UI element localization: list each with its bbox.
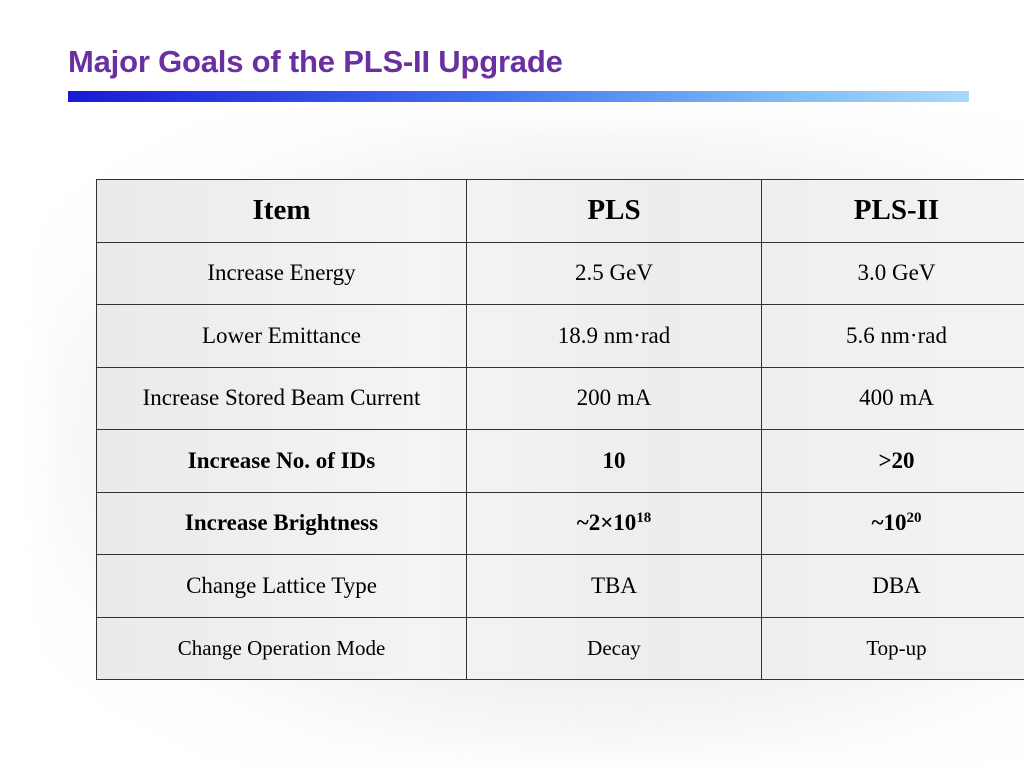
row-pls2-value: >20 xyxy=(761,429,1024,493)
table-header-row: Item PLS PLS-II xyxy=(96,179,1024,243)
row-item: Change Operation Mode xyxy=(96,616,467,680)
table-row: Increase Brightness ~2×1018 ~1020 xyxy=(96,491,1024,555)
row-pls2-value: 400 mA xyxy=(761,366,1024,430)
row-pls2-value: DBA xyxy=(761,554,1024,618)
table-row: Increase Stored Beam Current 200 mA 400 … xyxy=(96,366,1024,430)
pls-brightness-exponent: 18 xyxy=(636,510,652,527)
header-item: Item xyxy=(96,179,467,243)
table-row: Increase Energy 2.5 GeV 3.0 GeV xyxy=(96,241,1024,305)
row-item: Increase Stored Beam Current xyxy=(96,366,467,430)
table-row: Change Lattice Type TBA DBA xyxy=(96,554,1024,618)
row-item: Change Lattice Type xyxy=(96,554,467,618)
pls2-brightness-base: ~10 xyxy=(871,510,907,536)
header-pls2: PLS-II xyxy=(761,179,1024,243)
row-pls-value: 2.5 GeV xyxy=(466,241,762,305)
title-underline-bar xyxy=(68,91,969,102)
row-item: Increase Energy xyxy=(96,241,467,305)
pls-brightness-base: ~2×10 xyxy=(576,510,637,536)
table-row: Lower Emittance 18.9 nm·rad 5.6 nm·rad xyxy=(96,304,1024,368)
row-pls2-value: Top-up xyxy=(761,616,1024,680)
row-item: Increase Brightness xyxy=(96,491,467,555)
table-row: Increase No. of IDs 10 >20 xyxy=(96,429,1024,493)
row-pls-value: TBA xyxy=(466,554,762,618)
goals-table: Item PLS PLS-II Increase Energy 2.5 GeV … xyxy=(96,179,1024,680)
slide-title: Major Goals of the PLS-II Upgrade xyxy=(68,44,563,79)
header-pls: PLS xyxy=(466,179,762,243)
row-pls-value: 18.9 nm·rad xyxy=(466,304,762,368)
row-pls-value: 200 mA xyxy=(466,366,762,430)
pls2-brightness-exponent: 20 xyxy=(906,510,922,527)
row-item: Lower Emittance xyxy=(96,304,467,368)
table-row: Change Operation Mode Decay Top-up xyxy=(96,616,1024,680)
row-pls-value: Decay xyxy=(466,616,762,680)
row-pls-value: 10 xyxy=(466,429,762,493)
row-pls2-value: 5.6 nm·rad xyxy=(761,304,1024,368)
row-item: Increase No. of IDs xyxy=(96,429,467,493)
row-pls2-value: 3.0 GeV xyxy=(761,241,1024,305)
row-pls-value: ~2×1018 xyxy=(466,491,762,555)
row-pls2-value: ~1020 xyxy=(761,491,1024,555)
